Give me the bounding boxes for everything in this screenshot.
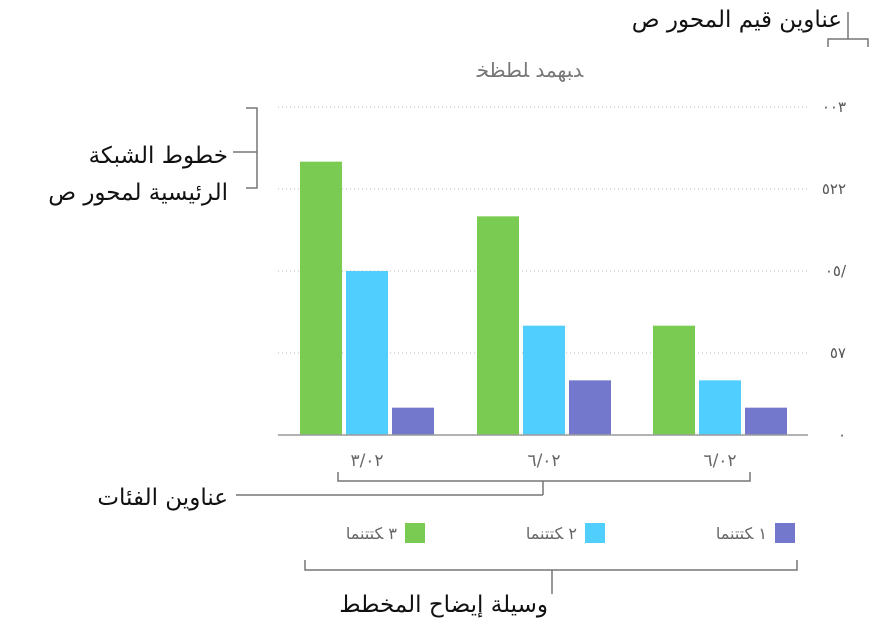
bar-3-series-1	[653, 325, 695, 435]
bar-3-series-3	[745, 407, 787, 435]
category-label: ٣/٠٢	[350, 451, 383, 471]
legend-label-series-3: ١ ﻜﺘﺘﻨﻤﺎ	[716, 524, 767, 543]
y-tick-labels: ٠ ٥٧ ٠٥/٥٢٢ ٠٠٣	[822, 98, 847, 444]
bar-2-series-3	[569, 380, 611, 435]
legend-label-series-1: ٣ ﻜﺘﺘﻨﻤﺎ	[346, 524, 398, 543]
chart-title: ﺪﺒﻬﻤﺪ ﻠﻄﻈﺨ	[476, 58, 584, 82]
bracket-gridlines	[233, 107, 258, 189]
legend-swatch-series-1	[405, 523, 425, 543]
callout-category-labels: عناوين الفئات	[97, 485, 228, 511]
y-tick-label: ٥٧	[830, 344, 846, 362]
legend-label-series-2: ٢ ﻜﺘﺘﻨﻤﺎ	[526, 524, 577, 543]
category-label: ٦/٠٢	[527, 451, 560, 471]
category-labels: ٣/٠٢ ٦/٠٢ ٦/٠٢	[350, 451, 736, 471]
y-tick-label: ٠٥/	[825, 262, 847, 280]
legend-swatch-series-2	[585, 523, 605, 543]
bar-1-series-1	[300, 161, 342, 435]
bracket-category-labels	[236, 472, 751, 496]
callout-gridlines-line1: خطوط الشبكة	[89, 143, 228, 169]
bar-2-series-1	[477, 216, 519, 435]
bar-2-series-2	[523, 325, 565, 435]
bracket-legend	[304, 560, 798, 594]
y-tick-label: ٥٢٢	[822, 180, 846, 198]
callout-y-value-labels: عناوين قيم المحور ص	[632, 7, 842, 33]
bar-1-series-2	[346, 271, 388, 435]
legend: ٣ ﻜﺘﺘﻨﻤﺎ ٢ ﻜﺘﺘﻨﻤﺎ ١ ﻜﺘﺘﻨﻤﺎ	[346, 523, 795, 543]
y-tick-label: ٠	[838, 426, 846, 444]
category-label: ٦/٠٢	[703, 451, 736, 471]
legend-swatch-series-3	[775, 523, 795, 543]
callout-gridlines-line2: الرئيسية لمحور ص	[48, 180, 228, 206]
bars	[300, 161, 787, 435]
bar-1-series-3	[392, 407, 434, 435]
bracket-y-value-labels	[827, 12, 869, 47]
bar-3-series-2	[699, 380, 741, 435]
y-tick-label: ٠٠٣	[822, 98, 846, 116]
callout-legend: وسيلة إيضاح المخطط	[339, 592, 548, 618]
